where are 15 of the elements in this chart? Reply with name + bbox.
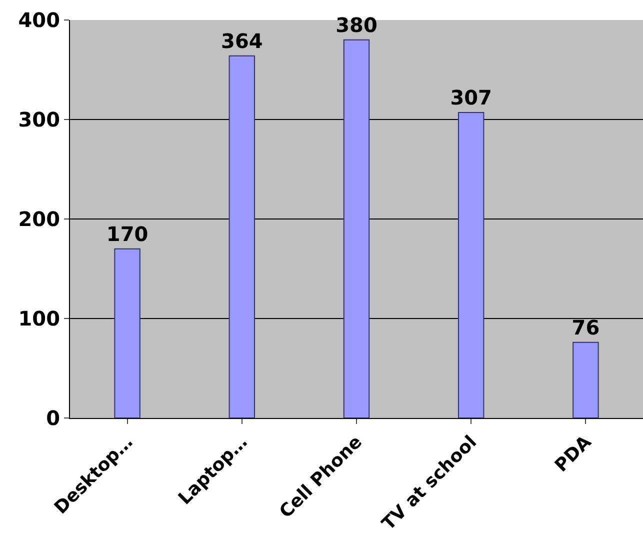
y-tick-label: 200 [18, 207, 60, 231]
y-tick-label: 400 [18, 8, 60, 32]
y-tick-label: 100 [18, 306, 60, 330]
data-label: 76 [572, 315, 600, 340]
bar [458, 112, 484, 418]
data-label: 364 [221, 28, 263, 53]
y-tick-label: 0 [46, 406, 60, 430]
bar [228, 55, 256, 418]
y-tick-label: 300 [18, 108, 60, 132]
bar [343, 39, 370, 418]
bar [572, 342, 599, 418]
data-label: 170 [106, 222, 148, 246]
bar [114, 248, 140, 418]
data-label: 307 [450, 86, 492, 110]
data-label: 380 [336, 12, 378, 37]
